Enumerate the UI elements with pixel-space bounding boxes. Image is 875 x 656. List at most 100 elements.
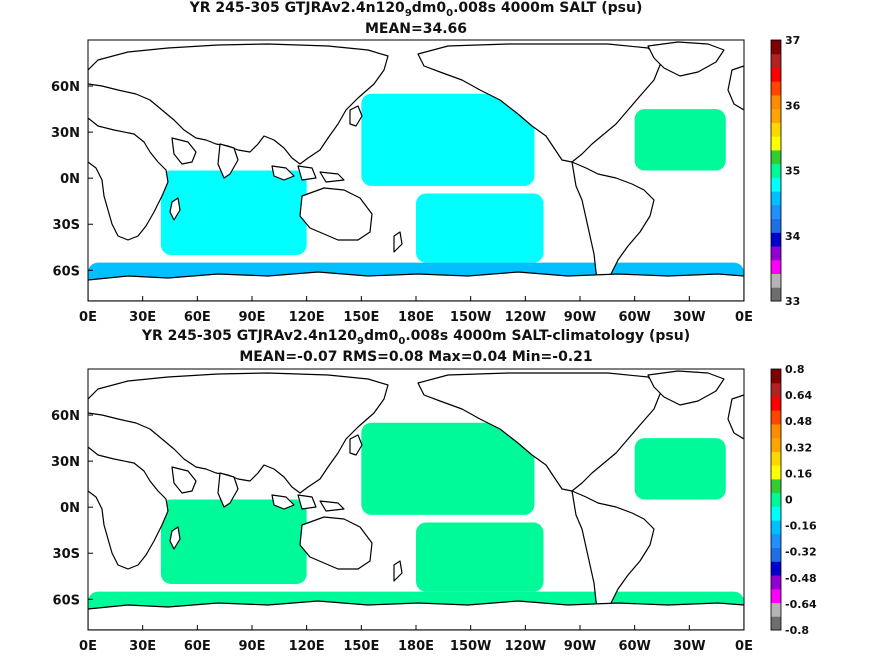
bottom-y-ticks: 60N 30N 0N 30S 60S	[51, 409, 93, 608]
top-colorbar: 37 36 35 34 33	[770, 34, 801, 308]
bottom-colorbar-segment	[771, 561, 781, 576]
bottom-x-tick-label: 90W	[564, 639, 596, 654]
top-colorbar-segment	[771, 246, 781, 261]
bottom-colorbar-segment	[771, 478, 781, 494]
bottom-colorbar-segment	[771, 492, 781, 507]
top-colorbar-segment	[771, 177, 781, 192]
top-colorbar-segment	[771, 273, 781, 288]
bottom-region-0	[361, 422, 535, 515]
top-x-tick-label: 0E	[79, 310, 97, 325]
bottom-region-3	[634, 438, 726, 500]
top-colorbar-segment	[771, 163, 781, 178]
bottom-colorbar-segment	[771, 465, 781, 480]
bottom-colorbar-segment	[771, 520, 781, 535]
top-colorbar-segment	[771, 218, 781, 233]
top-colorbar-label: 33	[785, 295, 800, 308]
top-x-tick-label: 120W	[505, 310, 546, 325]
bottom-colorbar-label: -0.16	[785, 520, 817, 533]
top-x-tick-label: 150W	[450, 310, 491, 325]
bottom-x-tick-label: 150E	[343, 639, 379, 654]
bottom-y-tick-label: 30N	[51, 455, 80, 470]
bottom-x-tick-label: 60W	[618, 639, 650, 654]
bottom-colorbar-segment	[771, 588, 781, 604]
bottom-x-tick-label: 180E	[398, 639, 434, 654]
top-x-tick-label: 180E	[398, 310, 434, 325]
bottom-colorbar-frame	[770, 368, 782, 631]
bottom-colorbar-segment	[771, 575, 781, 590]
top-colorbar-segment	[771, 259, 781, 275]
top-colorbar-segment	[771, 122, 781, 137]
bottom-colorbar-segment	[771, 533, 781, 549]
top-y-tick-label: 30N	[51, 126, 80, 141]
top-y-tick-label: 60N	[51, 80, 80, 95]
bottom-colorbar-segment	[771, 602, 781, 617]
bottom-y-tick-label: 60S	[53, 593, 80, 608]
top-region-0	[361, 93, 535, 186]
bottom-colorbar-label: 0.16	[785, 467, 812, 480]
top-colorbar-segment	[771, 136, 781, 151]
bottom-x-tick-label: 150W	[450, 639, 491, 654]
bottom-colorbar-segment	[771, 506, 781, 521]
bottom-colorbar-segment	[771, 396, 781, 411]
bottom-y-tick-label: 60N	[51, 409, 80, 424]
bottom-subtitle: MEAN=-0.07 RMS=0.08 Max=0.04 Min=-0.21	[239, 349, 592, 365]
panel-top: YR 245-305 GTJRAv2.4n1209dm00.008s 4000m…	[51, 0, 801, 325]
top-colorbar-label: 34	[785, 230, 801, 243]
top-x-tick-label: 30E	[129, 310, 156, 325]
top-x-tick-label: 0E	[735, 310, 753, 325]
bottom-colorbar-label: -0.64	[785, 598, 817, 611]
bottom-x-tick-label: 90E	[239, 639, 266, 654]
bottom-colorbar-segment	[771, 616, 781, 631]
bottom-colorbar-label: -0.32	[785, 546, 817, 559]
top-colorbar-segment	[771, 108, 781, 123]
top-colorbar-label: 37	[785, 34, 800, 47]
bottom-colorbar-label: 0	[785, 494, 793, 507]
top-y-tick-label: 0N	[60, 172, 80, 187]
bottom-colorbar-segment	[771, 369, 781, 384]
top-y-tick-label: 60S	[53, 264, 80, 279]
top-colorbar-segment	[771, 81, 781, 96]
bottom-colorbar: 0.8 0.64 0.48 0.32 0.16 0 -0.16 -0.32 -0.48 -0.64…	[770, 363, 817, 637]
top-colorbar-segment	[771, 40, 781, 55]
top-colorbar-frame	[770, 39, 782, 302]
bottom-colorbar-segment	[771, 423, 781, 439]
bottom-x-tick-label: 120E	[289, 639, 325, 654]
top-x-tick-label: 90E	[239, 310, 266, 325]
bottom-colorbar-label: 0.8	[785, 363, 805, 376]
bottom-colorbar-segment	[771, 437, 781, 452]
top-colorbar-label: 36	[785, 99, 801, 112]
bottom-x-tick-label: 120W	[505, 639, 546, 654]
bottom-region-1	[416, 522, 544, 592]
top-colorbar-segment	[771, 94, 781, 110]
bottom-x-tick-label: 0E	[735, 639, 753, 654]
bottom-colorbar-segment	[771, 382, 781, 397]
top-colorbar-segment	[771, 204, 781, 220]
top-y-ticks: 60N 30N 0N 30S 60S	[51, 80, 93, 279]
top-colorbar-label: 35	[785, 165, 800, 178]
top-x-ticks: 0E 30E 60E 90E 120E 150E 180E 150W 120W 90W 60W 30W…	[79, 296, 753, 325]
bottom-colorbar-label: 0.64	[785, 389, 812, 402]
bottom-y-tick-label: 30S	[53, 547, 80, 562]
top-x-tick-label: 60E	[184, 310, 211, 325]
top-x-tick-label: 60W	[618, 310, 650, 325]
bottom-colorbar-label: 0.48	[785, 415, 812, 428]
top-x-tick-label: 150E	[343, 310, 379, 325]
bottom-region-2	[160, 499, 307, 584]
bottom-colorbar-segment	[771, 410, 781, 425]
bottom-x-tick-label: 30W	[673, 639, 705, 654]
bottom-colorbar-label: 0.32	[785, 441, 812, 454]
bottom-x-ticks: 0E 30E 60E 90E 120E 150E 180E 150W 120W 90W 60W 30W…	[79, 625, 753, 654]
bottom-colorbar-label: -0.48	[785, 572, 817, 585]
bottom-colorbar-segment	[771, 547, 781, 562]
top-title: YR 245-305 GTJRAv2.4n1209dm00.008s 4000m…	[189, 0, 643, 19]
top-subtitle: MEAN=34.66	[365, 21, 467, 37]
top-colorbar-segment	[771, 53, 781, 68]
top-colorbar-segment	[771, 149, 781, 165]
top-colorbar-segment	[771, 232, 781, 247]
bottom-x-tick-label: 30E	[129, 639, 156, 654]
top-x-tick-label: 30W	[673, 310, 705, 325]
top-region-2	[160, 170, 307, 255]
top-colorbar-segment	[771, 67, 781, 82]
top-colorbar-segment	[771, 191, 781, 206]
